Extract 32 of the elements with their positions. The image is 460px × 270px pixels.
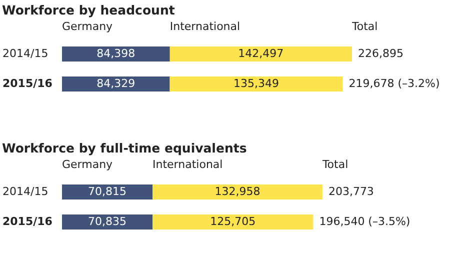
bar xyxy=(62,214,153,230)
bar xyxy=(170,46,352,62)
bar xyxy=(62,76,170,92)
y-tick-label: 2015/16 xyxy=(2,215,53,228)
y-tick-label: 2014/15 xyxy=(2,47,48,60)
series-label: International xyxy=(152,158,223,171)
total-label: 203,773 xyxy=(328,185,374,198)
data-label: 84,329 xyxy=(96,77,136,90)
data-label: 70,835 xyxy=(88,215,127,228)
bar xyxy=(170,76,343,92)
series-label: Germany xyxy=(62,20,114,33)
text: Total xyxy=(351,20,378,33)
chart-title: Workforce by headcount xyxy=(2,2,175,18)
series-label: International xyxy=(170,20,240,33)
data-label: 135,349 xyxy=(234,77,280,90)
total-label: 219,678 (–3.2%) xyxy=(348,77,440,90)
series-label: Germany xyxy=(62,158,114,171)
data-label: 125,705 xyxy=(210,215,256,228)
data-label: 142,497 xyxy=(238,47,284,60)
y-tick-label: 2015/16 xyxy=(2,77,53,90)
y-tick-label: 2014/15 xyxy=(2,185,48,198)
total-label: 196,540 (–3.5%) xyxy=(319,215,410,228)
bar xyxy=(62,46,170,62)
data-label: 84,398 xyxy=(96,47,136,60)
data-label: 132,958 xyxy=(214,185,260,198)
chart-title: Workforce by full-time equivalents xyxy=(2,140,247,156)
text: Total xyxy=(321,158,348,171)
data-label: 70,815 xyxy=(88,185,127,198)
total-label: 226,895 xyxy=(358,47,404,60)
bar xyxy=(152,214,314,230)
bar xyxy=(152,184,322,200)
bar xyxy=(62,184,153,200)
